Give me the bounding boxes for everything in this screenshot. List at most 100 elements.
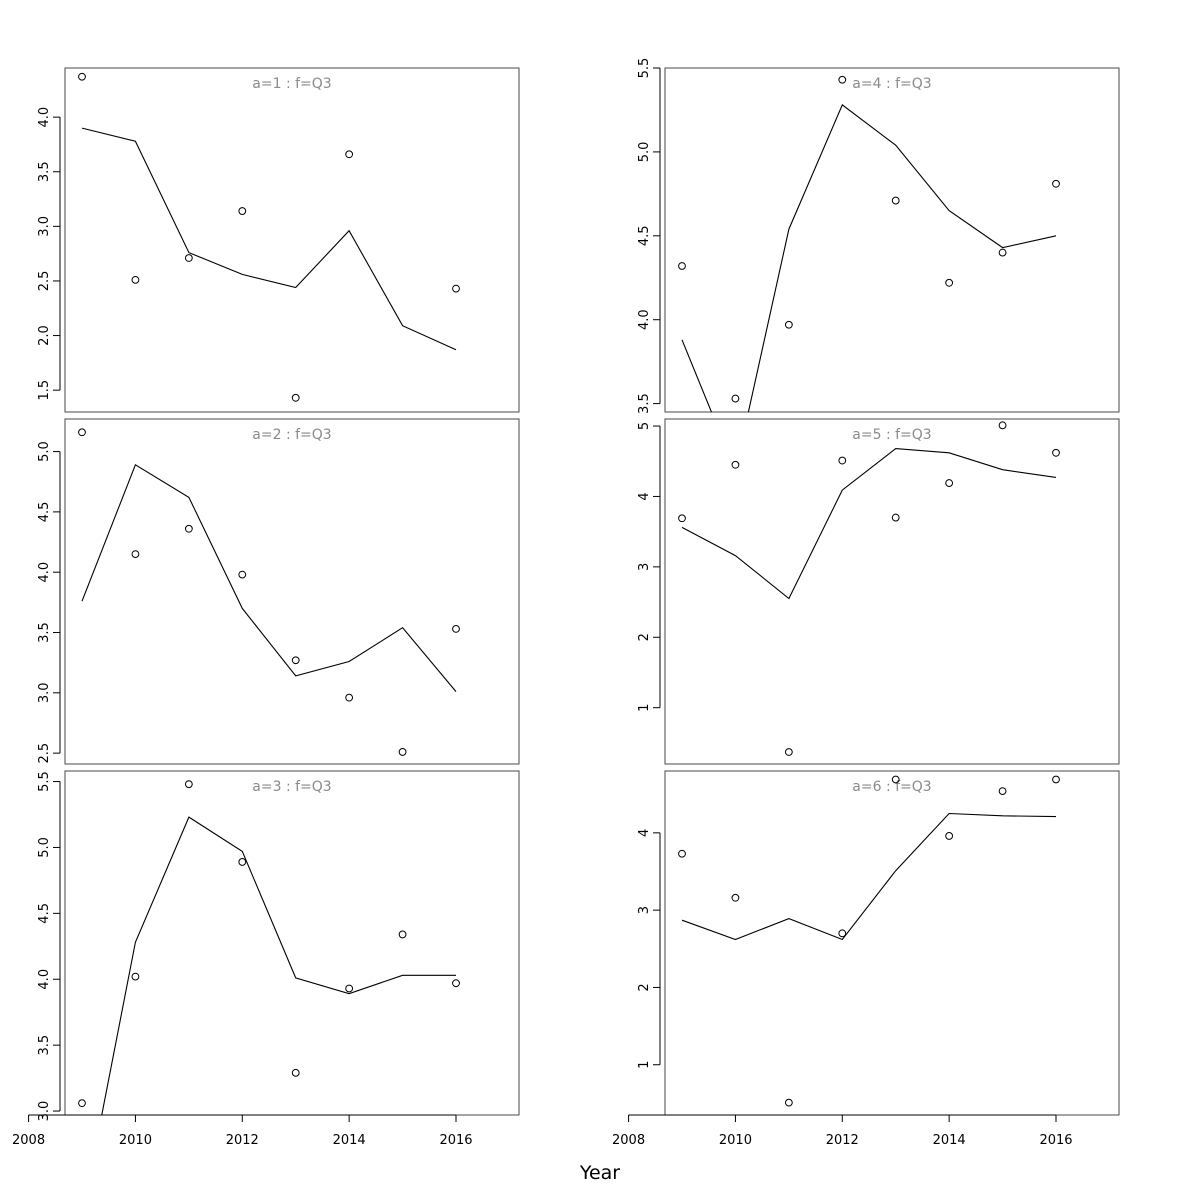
panel-frame	[664, 418, 1120, 765]
y-tick-label: 1	[637, 1061, 652, 1069]
panel-plot-area	[78, 780, 460, 1115]
y-tick-label: 4.5	[37, 903, 52, 924]
panel-5: 1 2 3 4 5 a=5 : f=Q3	[637, 418, 1120, 765]
data-point	[998, 421, 1007, 430]
panel-plot-area	[678, 75, 1060, 412]
fitted-line	[81, 127, 457, 351]
y-tick-label: 2.5	[37, 271, 52, 292]
data-point	[838, 456, 847, 465]
panel-frame	[64, 418, 520, 765]
panel-title: a=5 : f=Q3	[852, 427, 931, 443]
panel-6: 1 2 3 4 a=6 : f=Q3 2008 2010 2012 2014 2016	[612, 770, 1120, 1148]
data-point	[452, 979, 460, 988]
data-point	[945, 278, 954, 287]
y-tick-label: 5.5	[637, 58, 652, 79]
data-point	[1052, 448, 1060, 457]
y-tick-label: 3.5	[37, 622, 52, 643]
x-tick-label: 2014	[333, 1133, 366, 1148]
panel-title: a=6 : f=Q3	[852, 779, 931, 795]
fitted-line	[681, 448, 1057, 600]
panel-plot-area	[678, 421, 1060, 756]
data-point	[238, 570, 247, 579]
data-point	[838, 75, 847, 84]
y-tick-label: 3.0	[37, 682, 52, 703]
data-point	[131, 550, 140, 559]
data-point	[945, 832, 954, 840]
x-tick-label: 2014	[933, 1133, 966, 1148]
panel-1: 1.5 2.0 2.5 3.0 3.5 4.0 a=1 : f=Q3	[37, 67, 520, 413]
data-point	[891, 775, 900, 784]
data-point	[784, 748, 793, 756]
panel-title: a=2 : f=Q3	[252, 427, 331, 443]
x-tick-label: 2008	[12, 1133, 45, 1148]
data-point	[398, 748, 407, 756]
y-tick-label: 1.5	[37, 380, 52, 401]
y-tick-label: 4	[637, 492, 652, 500]
data-point	[452, 624, 460, 633]
data-point	[784, 1098, 793, 1107]
data-point	[678, 514, 686, 523]
data-point	[1052, 775, 1060, 784]
panel-plot-area	[78, 72, 460, 402]
panel-frame	[64, 770, 520, 1116]
data-point	[184, 524, 193, 533]
x-tick-label: 2008	[612, 1133, 645, 1148]
data-point	[891, 513, 900, 522]
y-tick-label: 1	[637, 704, 652, 712]
x-tick-label: 2016	[439, 1133, 472, 1148]
panel-frame	[664, 67, 1120, 413]
panel-frame	[664, 770, 1120, 1116]
y-tick-label: 2	[637, 633, 652, 641]
y-tick-label: 5.5	[37, 771, 52, 792]
data-point	[291, 1068, 300, 1077]
y-tick-label: 3	[637, 906, 652, 914]
panel-title: a=1 : f=Q3	[252, 76, 331, 92]
data-point	[131, 972, 140, 981]
y-tick-label: 2.0	[37, 325, 52, 346]
data-point	[784, 320, 793, 329]
x-tick-label: 2012	[226, 1133, 259, 1148]
fitted-line	[101, 816, 456, 1115]
y-tick-label: 5	[637, 422, 652, 430]
fitted-line	[681, 812, 1057, 941]
x-tick-label: 2016	[1039, 1133, 1072, 1148]
y-tick-label: 4.5	[37, 502, 52, 523]
panel-3: 3.0 3.5 4.0 4.5 5.0 5.5 a=3 : f=Q3 2008 2010 2012…	[12, 770, 520, 1148]
data-point	[731, 394, 740, 403]
x-tick-label: 2010	[119, 1133, 152, 1148]
panel-4: 3.5 4.0 4.5 5.0 5.5 a=4 : f=Q3	[637, 58, 1120, 414]
y-tick-label: 3.5	[37, 161, 52, 182]
data-point	[238, 207, 247, 215]
y-tick-label: 3.0	[37, 216, 52, 237]
data-point	[184, 780, 193, 789]
panel-frame	[64, 67, 520, 413]
panel-title: a=3 : f=Q3	[252, 779, 331, 795]
x-tick-label: 2010	[719, 1133, 752, 1148]
data-point	[238, 858, 247, 866]
y-tick-label: 4.0	[37, 969, 52, 990]
data-point	[678, 262, 686, 270]
y-tick-label: 4.0	[637, 309, 652, 330]
y-tick-label: 3	[637, 563, 652, 571]
data-point	[345, 984, 354, 993]
data-point	[945, 479, 954, 487]
data-point	[78, 72, 86, 81]
data-point	[998, 787, 1007, 795]
data-point	[891, 196, 900, 205]
fitted-line	[81, 463, 457, 692]
panel-2: 2.5 3.0 3.5 4.0 4.5 5.0 a=2 : f=Q3	[37, 418, 520, 765]
y-tick-label: 5.0	[637, 142, 652, 163]
y-tick-label: 3.0	[37, 1101, 52, 1122]
y-tick-label: 5.0	[37, 441, 52, 462]
data-point	[291, 656, 300, 665]
data-point	[184, 254, 193, 262]
data-point	[78, 1099, 86, 1108]
data-point	[131, 275, 140, 284]
data-point	[398, 930, 407, 939]
y-tick-label: 2	[637, 983, 652, 991]
panel-title: a=4 : f=Q3	[852, 76, 931, 92]
y-tick-label: 2.5	[37, 743, 52, 764]
data-point	[731, 893, 740, 902]
data-point	[998, 248, 1007, 257]
